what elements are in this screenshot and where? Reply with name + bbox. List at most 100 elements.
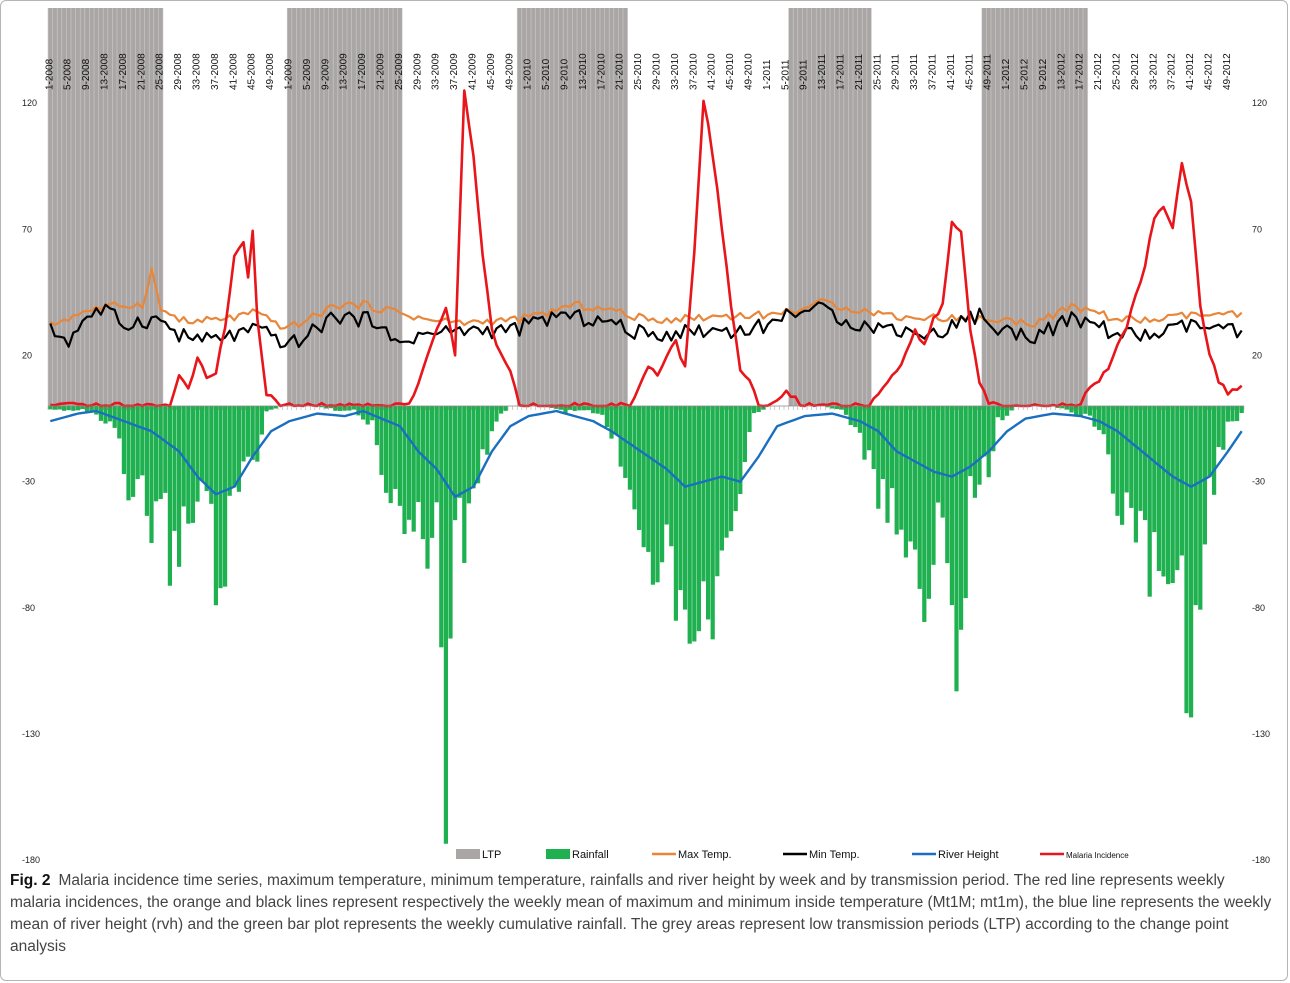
- y-tick-label-right: 120: [1252, 98, 1267, 108]
- rainfall-bar: [52, 406, 57, 410]
- rainfall-bar: [825, 406, 830, 408]
- rainfall-bar: [494, 406, 499, 422]
- rainfall-bar: [706, 406, 711, 620]
- rainfall-bar: [117, 406, 122, 439]
- x-tick-label: 45-2011: [964, 54, 975, 90]
- ltp-area-1: [48, 8, 163, 406]
- rainfall-bar: [223, 406, 228, 587]
- rainfall-bar: [453, 406, 458, 521]
- rainfall-bar: [926, 406, 931, 599]
- rainfall-bar: [922, 406, 927, 622]
- rainfall-bar: [393, 406, 398, 489]
- x-tick-label: 21-2012: [1093, 53, 1104, 90]
- rainfall-bar: [563, 406, 568, 414]
- rainfall-bar: [577, 406, 582, 411]
- rainfall-bar: [913, 406, 918, 550]
- rainfall-bar: [1147, 406, 1152, 597]
- rainfall-bar: [462, 406, 467, 563]
- rainfall-bar: [871, 406, 876, 470]
- rainfall-bar: [227, 406, 232, 496]
- y-tick-label-left: 120: [22, 98, 37, 108]
- rainfall-bar: [1064, 406, 1069, 410]
- rainfall-bar: [1156, 406, 1161, 571]
- rainfall-bar: [692, 406, 697, 642]
- rainfall-bar: [448, 406, 453, 639]
- x-tick-label: 1-2010: [523, 58, 534, 90]
- x-tick-label: 49-2012: [1222, 53, 1233, 90]
- x-tick-label: 41-2009: [468, 53, 479, 90]
- rainfall-bar: [1216, 406, 1221, 448]
- y-tick-label-left: -130: [22, 729, 40, 739]
- rainfall-bar: [457, 406, 462, 498]
- x-tick-label: 13-2012: [1056, 53, 1067, 90]
- rainfall-bar: [471, 406, 476, 489]
- rainfall-bar: [177, 406, 182, 567]
- rainfall-bar: [1110, 406, 1115, 494]
- rainfall-bar: [489, 406, 494, 432]
- rainfall-bar: [1115, 406, 1120, 516]
- x-tick-label: 5-2011: [780, 59, 791, 90]
- rainfall-bar: [738, 406, 743, 495]
- rainfall-bar: [733, 406, 738, 512]
- rainfall-bar: [379, 406, 384, 475]
- x-tick-label: 45-2009: [486, 53, 497, 90]
- x-tick-labels: 1-2008 5-2008 9-2008 13-2008 17-2008 21-2008 2…: [44, 53, 1233, 90]
- rainfall-bar: [1230, 406, 1235, 422]
- rainfall-bar: [1225, 406, 1230, 422]
- rainfall-bar: [48, 406, 53, 410]
- legend-ltp-swatch: [456, 849, 480, 859]
- rainfall-bar: [876, 406, 881, 509]
- rainfall-bar: [637, 406, 642, 531]
- x-tick-label: 9-2010: [560, 58, 571, 90]
- rainfall-bar: [1212, 406, 1217, 495]
- rainfall-bar: [761, 406, 766, 410]
- rainfall-bar: [273, 406, 278, 409]
- rainfall-bar: [986, 406, 991, 478]
- rainfall-bar: [351, 406, 356, 410]
- rainfall-bar: [830, 406, 835, 409]
- y-tick-label-left: -180: [22, 855, 40, 865]
- rainfall-bar: [756, 406, 761, 412]
- rainfall-bar: [1193, 406, 1198, 606]
- rainfall-bar: [1129, 406, 1134, 508]
- rainfall-bar: [1184, 406, 1189, 714]
- rainfall-bar: [719, 406, 724, 551]
- rainfall-bar: [1207, 406, 1212, 478]
- x-tick-label: 29-2011: [891, 54, 902, 90]
- rainfall-bar: [609, 406, 614, 439]
- x-tick-label: 45-2012: [1204, 53, 1215, 90]
- rainfall-bar: [1005, 406, 1010, 416]
- rainfall-bar: [554, 406, 559, 409]
- x-tick-label: 9-2008: [81, 58, 92, 90]
- rainfall-bar: [158, 406, 163, 500]
- rainfall-bar: [259, 406, 264, 435]
- x-tick-label: 5-2009: [302, 58, 313, 90]
- rainfall-bar: [1170, 406, 1175, 584]
- rainfall-bar: [568, 406, 573, 410]
- x-tick-label: 25-2011: [872, 54, 883, 90]
- x-tick-label: 41-2011: [946, 54, 957, 90]
- x-tick-label: 29-2008: [173, 53, 184, 90]
- rainfall-bar: [972, 406, 977, 498]
- y-tick-label-left: -30: [22, 477, 35, 487]
- rainfall-bar: [365, 406, 370, 425]
- rainfall-bar: [982, 406, 987, 457]
- rainfall-bar: [172, 406, 177, 531]
- x-tick-label: 37-2011: [928, 54, 939, 90]
- rainfall-bar: [319, 406, 324, 408]
- x-tick-label: 37-2009: [449, 53, 460, 90]
- x-tick-label: 37-2012: [1167, 53, 1178, 90]
- rainfall-bar: [204, 406, 209, 491]
- x-tick-label: 49-2011: [983, 54, 994, 90]
- x-tick-label: 33-2009: [431, 53, 442, 90]
- x-tick-label: 13-2010: [578, 53, 589, 90]
- rainfall-bar: [416, 406, 421, 502]
- x-tick-label: 33-2010: [670, 53, 681, 90]
- x-tick-label: 29-2010: [652, 53, 663, 90]
- x-tick-label: 37-2010: [688, 53, 699, 90]
- rainfall-bar: [1087, 406, 1092, 416]
- rainfall-bar: [213, 406, 218, 606]
- x-tick-label: 1-2011: [762, 59, 773, 90]
- x-tick-label: 33-2008: [192, 53, 203, 90]
- rainfall-bar: [439, 406, 444, 648]
